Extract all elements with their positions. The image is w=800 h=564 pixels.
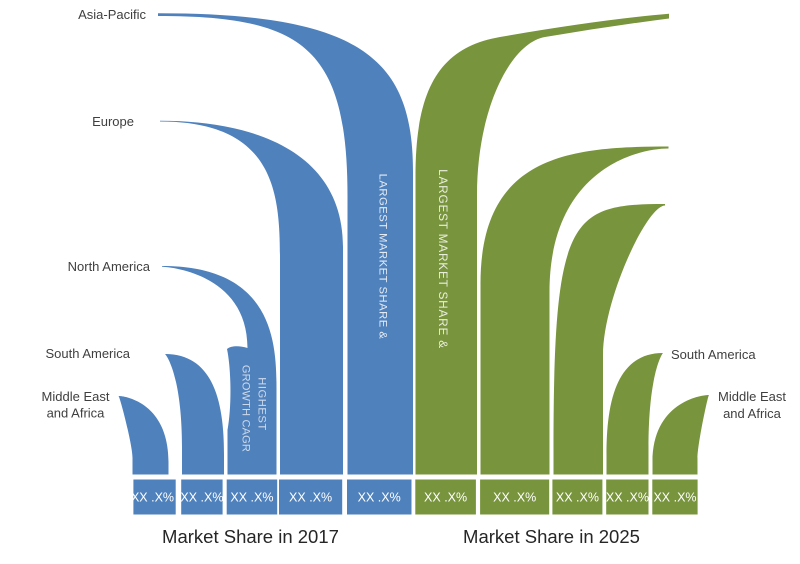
svg-text:Middle East: Middle East (42, 389, 110, 404)
svg-text:LARGEST MARKET SHARE &: LARGEST MARKET SHARE & (377, 174, 389, 340)
svg-text:South America: South America (45, 346, 130, 361)
svg-text:XX .X%: XX .X% (606, 491, 649, 505)
svg-text:South America: South America (671, 347, 756, 362)
svg-text:XX .X%: XX .X% (424, 491, 467, 505)
svg-text:HIGHEST: HIGHEST (256, 377, 268, 431)
svg-text:XX .X%: XX .X% (230, 491, 273, 505)
svg-text:XX .X%: XX .X% (493, 491, 536, 505)
svg-text:XX .X%: XX .X% (653, 491, 696, 505)
svg-text:XX .X%: XX .X% (180, 491, 223, 505)
svg-text:Asia-Pacific: Asia-Pacific (78, 7, 146, 22)
svg-text:GROWTH CAGR: GROWTH CAGR (240, 365, 252, 452)
svg-text:Market Share in 2017: Market Share in 2017 (162, 526, 339, 547)
svg-text:and Africa: and Africa (723, 406, 782, 421)
svg-text:XX .X%: XX .X% (556, 491, 599, 505)
svg-text:and Africa: and Africa (47, 406, 106, 421)
svg-text:XX .X%: XX .X% (131, 491, 174, 505)
svg-text:XX .X%: XX .X% (289, 491, 332, 505)
svg-text:Middle East: Middle East (718, 389, 786, 404)
svg-text:XX .X%: XX .X% (358, 491, 401, 505)
svg-text:Europe: Europe (92, 114, 134, 129)
svg-text:North America: North America (68, 259, 151, 274)
svg-text:Market Share in 2025: Market Share in 2025 (463, 526, 640, 547)
svg-text:LARGEST MARKET SHARE &: LARGEST MARKET SHARE & (436, 169, 450, 349)
